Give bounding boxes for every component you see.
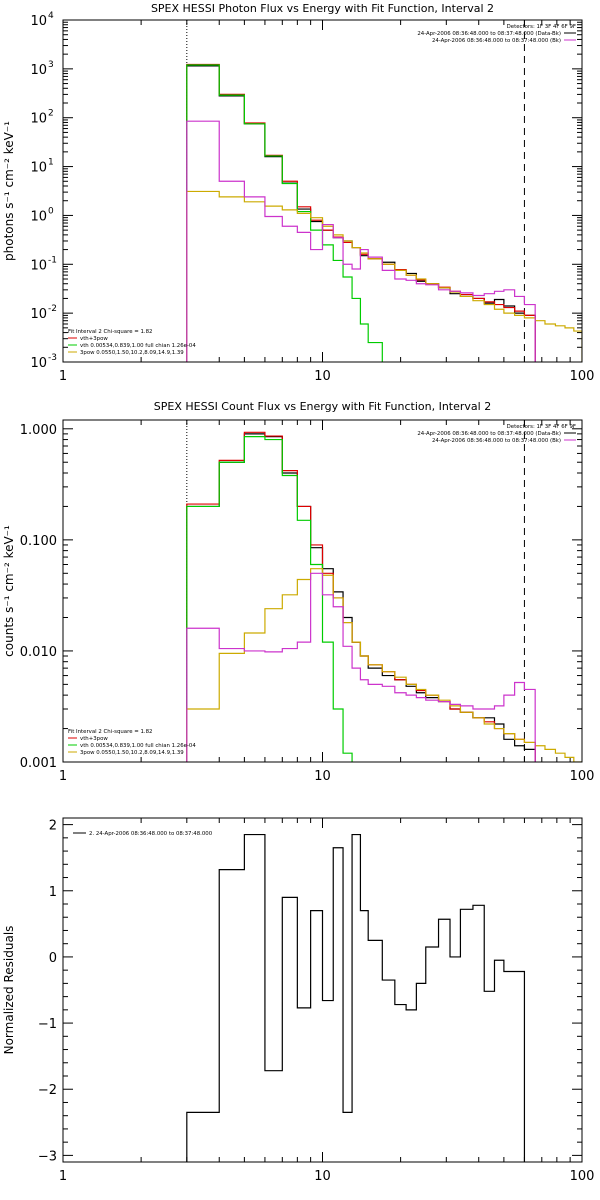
y-tick-label: 10 <box>30 258 47 273</box>
series-line-1 <box>186 63 536 362</box>
x-tick-label: 10 <box>314 769 331 784</box>
legend-entry: 24-Apr-2006 08:36:48.000 to 08:37:48.000… <box>432 38 561 44</box>
series-line-4 <box>186 572 536 762</box>
x-tick-label: 10 <box>314 369 331 384</box>
y-tick-label: 10 <box>30 209 47 224</box>
x-tick-label: 100 <box>570 769 595 784</box>
series-line-0 <box>186 833 526 1162</box>
y-tick-exponent: -3 <box>48 353 57 363</box>
x-tick-label: 10 <box>314 1169 331 1184</box>
y-tick-label: −3 <box>38 1149 57 1164</box>
y-tick-label: 0.010 <box>20 645 57 660</box>
series-line-0 <box>186 65 536 362</box>
legend-entry: 24-Apr-2006 08:36:48.000 to 08:37:48.000… <box>417 431 561 437</box>
series-line-0 <box>186 433 536 762</box>
y-tick-label: 2 <box>49 819 57 834</box>
legend-entry: Detectors: 1F 3F 4F 6F 9F <box>507 24 576 30</box>
legend-entry: 3pow 0.0550,1.50,10.2,8.09,14.9,1.39 <box>80 350 184 356</box>
y-tick-exponent: 1 <box>48 158 54 168</box>
series-line-2 <box>186 64 383 362</box>
series-group <box>186 63 582 362</box>
chart-title: SPEX HESSI Count Flux vs Energy with Fit… <box>154 400 491 413</box>
x-tick-label: 100 <box>570 369 595 384</box>
plot-frame <box>62 19 583 363</box>
x-tick-label: 100 <box>570 1169 595 1184</box>
y-axis-label: counts s⁻¹ cm⁻² keV⁻¹ <box>2 525 16 657</box>
x-tick-label: 1 <box>59 769 67 784</box>
legend-entry: 24-Apr-2006 08:36:48.000 to 08:37:48.000… <box>417 31 561 37</box>
count-flux-panel: SPEX HESSI Count Flux vs Energy with Fit… <box>2 400 594 784</box>
legend-entry: 2. 24-Apr-2006 08:36:48.000 to 08:37:48.… <box>89 831 213 837</box>
series-group <box>186 833 526 1162</box>
x-tick-label: 1 <box>59 369 67 384</box>
legend-entry: Fit Interval 2 Chi-square = 1.82 <box>68 329 152 335</box>
y-tick-exponent: -2 <box>48 304 57 314</box>
legend-entry: vth 0.00534,0.839,1.00 full chian 1.26e-… <box>80 743 196 749</box>
plot-frame <box>62 419 583 763</box>
series-group <box>186 431 582 762</box>
residuals-panel: Normalized Residuals 1 10 100 −3 −2 −1 0 1 2 2. 24… <box>2 817 595 1184</box>
y-axis-label: photons s⁻¹ cm⁻² keV⁻¹ <box>2 121 16 261</box>
y-tick-exponent: 3 <box>48 60 54 70</box>
y-tick-label: 10 <box>30 14 47 29</box>
legend-entry: 24-Apr-2006 08:36:48.000 to 08:37:48.000… <box>432 438 561 444</box>
y-tick-label: 10 <box>30 112 47 127</box>
y-tick-label: −1 <box>38 1017 57 1032</box>
y-tick-exponent: -1 <box>48 255 57 265</box>
y-tick-label: 0.001 <box>20 756 57 771</box>
y-tick-exponent: 2 <box>48 109 54 119</box>
y-tick-exponent: 4 <box>48 11 54 21</box>
y-tick-label: 10 <box>30 161 47 176</box>
y-tick-label: 10 <box>30 356 47 371</box>
chart-title: SPEX HESSI Photon Flux vs Energy with Fi… <box>151 2 494 15</box>
series-line-4 <box>186 120 536 362</box>
legend-entry: vth 0.00534,0.839,1.00 full chian 1.26e-… <box>80 343 196 349</box>
photon-flux-panel: SPEX HESSI Photon Flux vs Energy with Fi… <box>2 2 594 384</box>
y-tick-label: 10 <box>30 307 47 322</box>
legend-entry: 3pow 0.0550,1.50,10.2,8.09,14.9,1.39 <box>80 750 184 756</box>
series-line-3 <box>186 190 582 362</box>
legend-entry: Detectors: 1F 3F 4F 6F 9F <box>507 424 576 430</box>
y-tick-label: 1 <box>49 885 57 900</box>
series-line-2 <box>186 436 353 762</box>
legend-entry: vth+3pow <box>80 336 108 342</box>
y-tick-label: 0.100 <box>20 534 57 549</box>
plot-frame <box>62 817 583 1163</box>
y-axis-label: Normalized Residuals <box>2 926 16 1055</box>
y-tick-label: 1.000 <box>20 423 57 438</box>
x-tick-label: 1 <box>59 1169 67 1184</box>
legend-entry: Fit Interval 2 Chi-square = 1.82 <box>68 729 152 735</box>
series-line-1 <box>186 431 536 762</box>
y-tick-label: 10 <box>30 63 47 78</box>
legend-entry: vth+3pow <box>80 736 108 742</box>
y-tick-exponent: 0 <box>48 206 54 216</box>
y-tick-label: 0 <box>49 951 57 966</box>
y-tick-label: −2 <box>38 1083 57 1098</box>
